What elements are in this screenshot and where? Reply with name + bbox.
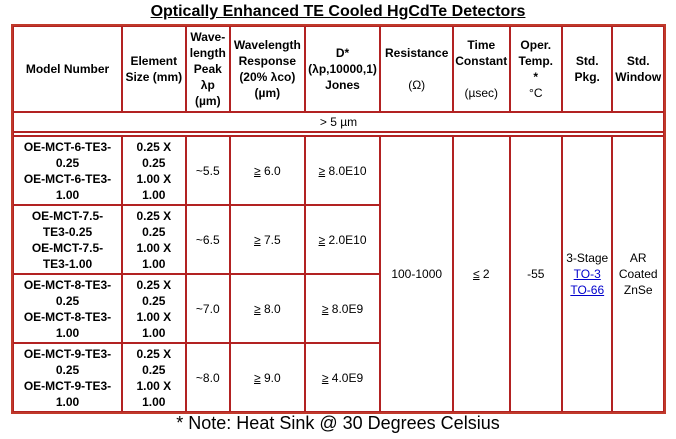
- table-row: OE-MCT-8-TE3- 0.25 OE-MCT-8-TE3- 1.00 0.25 …: [13, 274, 664, 343]
- model-number-cell: OE-MCT-6-TE3- 0.25 OE-MCT-6-TE3- 1.00: [13, 136, 122, 205]
- header-row: Model Number Element Size (mm) Wave-lengt…: [13, 26, 664, 112]
- header-std-pkg: Std. Pkg.: [562, 26, 613, 112]
- wavelength-peak-cell: ~7.0: [185, 274, 230, 343]
- model-number-cell: OE-MCT-9-TE3- 0.25 OE-MCT-9-TE3- 1.00: [13, 343, 122, 412]
- time-constant-cell: ≤ 2: [453, 136, 510, 412]
- header-std-window: Std. Window: [612, 26, 664, 112]
- element-size-cell: 0.25 X 0.25 1.00 X 1.00: [122, 274, 186, 343]
- table-row: OE-MCT-6-TE3- 0.25 OE-MCT-6-TE3- 1.00 0.25 …: [13, 136, 664, 412]
- model-number-cell: OE-MCT-8-TE3- 0.25 OE-MCT-8-TE3- 1.00: [13, 274, 122, 343]
- wavelength-band-row: > 5 µm: [13, 112, 664, 132]
- table-row: OE-MCT-9-TE3- 0.25 OE-MCT-9-TE3- 1.00 0.25 …: [13, 343, 664, 412]
- element-size-cell: 0.25 X 0.25 1.00 X 1.00: [122, 205, 186, 274]
- header-time-constant: Time Constant (µsec): [453, 26, 510, 112]
- resistance-cell: 100-1000: [380, 136, 454, 412]
- oper-temp-cell: -55: [509, 136, 562, 412]
- pkg-label: 3-Stage: [566, 251, 609, 265]
- wavelength-peak-cell: ~6.5: [185, 205, 230, 274]
- wavelength-peak-cell: ~8.0: [185, 343, 230, 412]
- heat-sink-note: * Note: Heat Sink @ 30 Degrees Celsius: [176, 413, 500, 433]
- header-model-number: Model Number: [13, 26, 122, 112]
- header-d-star: D* (λp,10000,1) Jones: [304, 26, 381, 112]
- wavelength-response-cell: ≥ 8.0: [229, 274, 305, 343]
- model-number-cell: OE-MCT-7.5- TE3-0.25 OE-MCT-7.5- TE3-1.00: [13, 205, 122, 274]
- wavelength-peak-cell: ~5.5: [185, 136, 230, 205]
- spacer-row: [13, 132, 664, 136]
- page-title: Optically Enhanced TE Cooled HgCdTe Dete…: [150, 3, 526, 20]
- wavelength-response-cell: ≥ 7.5: [229, 205, 305, 274]
- header-oper-temp: Oper. Temp. * °C: [509, 26, 562, 112]
- d-star-cell: ≥ 8.0E9: [304, 274, 381, 343]
- std-pkg-cell: 3-Stage TO-3 TO-66: [562, 136, 613, 412]
- std-window-cell: AR Coated ZnSe: [612, 136, 664, 412]
- to-66-link[interactable]: TO-66: [570, 283, 605, 297]
- element-size-cell: 0.25 X 0.25 1.00 X 1.00: [122, 136, 186, 205]
- wavelength-band-label: > 5 µm: [13, 112, 664, 132]
- header-wavelength-response: Wavelength Response (20% λco) (µm): [229, 26, 305, 112]
- d-star-cell: ≥ 4.0E9: [304, 343, 381, 412]
- header-resistance: Resistance (Ω): [380, 26, 454, 112]
- wavelength-response-cell: ≥ 9.0: [229, 343, 305, 412]
- d-star-cell: ≥ 2.0E10: [304, 205, 381, 274]
- table-row: OE-MCT-7.5- TE3-0.25 OE-MCT-7.5- TE3-1.00 0…: [13, 205, 664, 274]
- header-wavelength-peak: Wave-length Peak λp (µm): [185, 26, 230, 112]
- d-star-cell: ≥ 8.0E10: [304, 136, 381, 205]
- element-size-cell: 0.25 X 0.25 1.00 X 1.00: [122, 343, 186, 412]
- detector-spec-table: Model Number Element Size (mm) Wave-lengt…: [11, 24, 666, 414]
- wavelength-response-cell: ≥ 6.0: [229, 136, 305, 205]
- header-element-size: Element Size (mm): [122, 26, 186, 112]
- to-3-link[interactable]: TO-3: [573, 267, 601, 281]
